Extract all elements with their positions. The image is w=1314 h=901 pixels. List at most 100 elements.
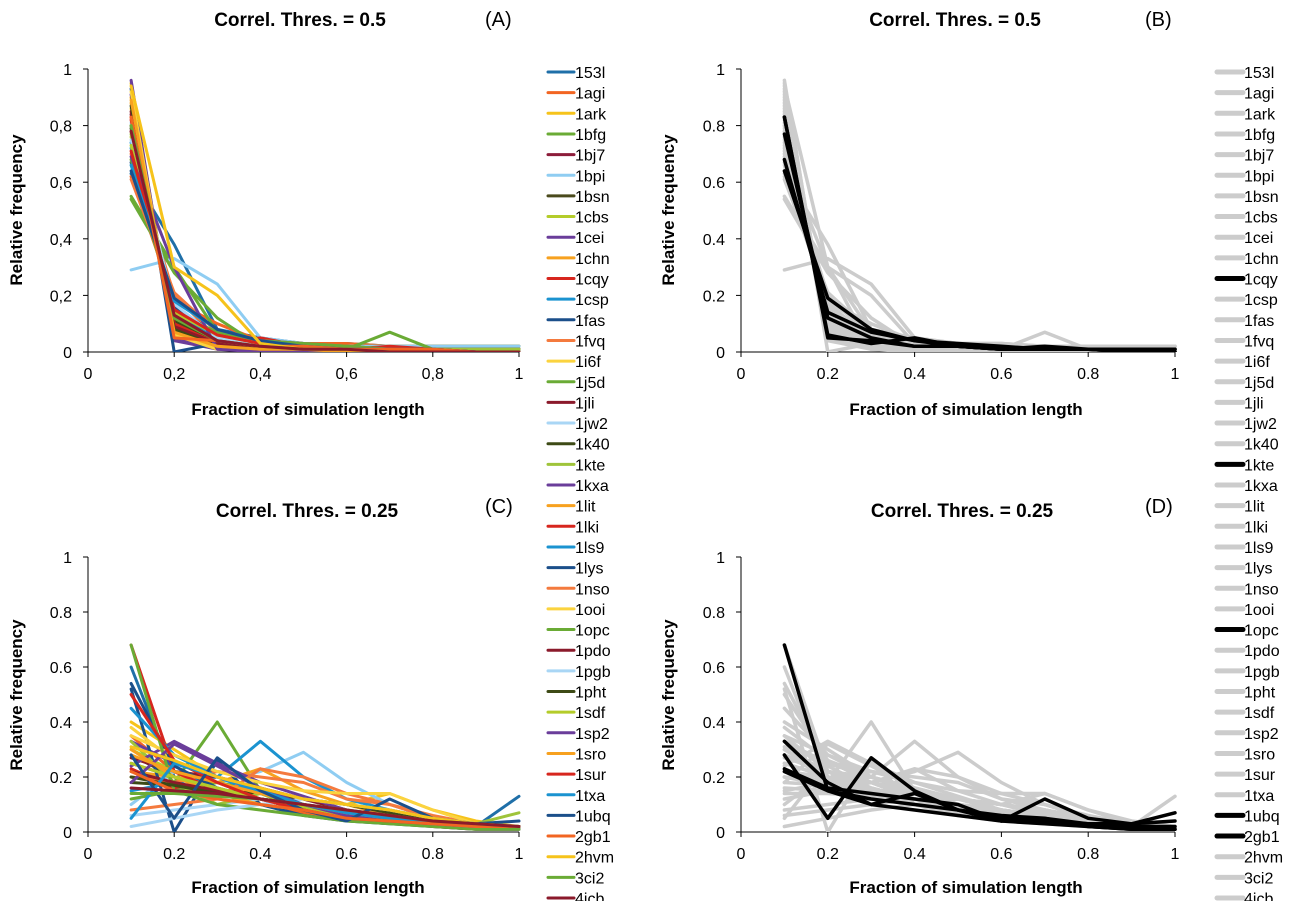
y-tick-label: 0 bbox=[716, 825, 725, 842]
y-tick-label: 0,2 bbox=[50, 288, 72, 305]
panel-label: (D) bbox=[1145, 496, 1173, 518]
legend-entry-1bj7: 1bj7 bbox=[575, 148, 605, 165]
y-axis-label: Relative frequency bbox=[659, 134, 678, 286]
legend-entry-3ci2: 3ci2 bbox=[575, 870, 604, 887]
x-tick-label: 0 bbox=[737, 366, 746, 383]
y-tick-label: 0.8 bbox=[703, 119, 725, 136]
series-line-1ooi bbox=[129, 90, 521, 352]
legend-entry-1lys: 1lys bbox=[575, 561, 603, 578]
legend-entry-1jli: 1jli bbox=[575, 395, 595, 412]
x-tick-label: 0.4 bbox=[903, 846, 925, 863]
legend-entry-1pgb: 1pgb bbox=[575, 664, 611, 681]
panel-label: (A) bbox=[485, 9, 512, 31]
chart-title: Correl. Thres. = 0.5 bbox=[214, 10, 386, 31]
legend-entry-1fvq: 1fvq bbox=[1244, 333, 1274, 350]
legend-entry-1ubq: 1ubq bbox=[1244, 808, 1280, 825]
series-line-1i6f bbox=[129, 107, 521, 351]
legend-entry-2gb1: 2gb1 bbox=[575, 829, 611, 846]
legend-entry-1bpi: 1bpi bbox=[575, 168, 605, 185]
x-tick-label: 0.8 bbox=[422, 846, 444, 863]
legend-entry-4icb: 4icb bbox=[1244, 891, 1273, 901]
legend-entry-153l: 153l bbox=[575, 65, 605, 82]
x-tick-label: 0.6 bbox=[990, 366, 1012, 383]
y-axis-label: Relative frequency bbox=[7, 134, 26, 286]
y-tick-label: 0,4 bbox=[50, 232, 72, 249]
x-tick-label: 1 bbox=[1171, 846, 1180, 863]
x-tick-label: 0 bbox=[84, 846, 93, 863]
legend-entry-1pdo: 1pdo bbox=[575, 643, 611, 660]
x-tick-label: 0.6 bbox=[335, 846, 357, 863]
chart-title: Correl. Thres. = 0.5 bbox=[869, 10, 1041, 31]
x-tick-label: 0.8 bbox=[1077, 846, 1099, 863]
x-tick-label: 0.4 bbox=[249, 846, 271, 863]
series-line-4icb bbox=[129, 786, 521, 828]
legend-entry-1ooi: 1ooi bbox=[575, 602, 605, 619]
legend-entry-1bfg: 1bfg bbox=[575, 127, 606, 144]
legend-entry-1kxa: 1kxa bbox=[1244, 478, 1278, 495]
legend-entry-1kte: 1kte bbox=[1244, 457, 1274, 474]
series-line-1kxa bbox=[782, 92, 1177, 352]
series-line-1sdf bbox=[129, 143, 521, 352]
legend-entry-1jw2: 1jw2 bbox=[1244, 416, 1277, 433]
legend-entry-153l: 153l bbox=[1244, 65, 1274, 82]
legend-entry-1ls9: 1ls9 bbox=[1244, 540, 1273, 557]
legend-entry-1sur: 1sur bbox=[1244, 767, 1276, 784]
y-tick-label: 0.6 bbox=[703, 660, 725, 677]
y-tick-label: 0.8 bbox=[50, 605, 72, 622]
legend-entry-1pht: 1pht bbox=[1244, 685, 1276, 702]
legend-entry-1cei: 1cei bbox=[1244, 230, 1273, 247]
series-line-1ooi bbox=[129, 734, 521, 828]
legend-entry-1cbs: 1cbs bbox=[1244, 210, 1278, 227]
legend-entry-1chn: 1chn bbox=[1244, 251, 1279, 268]
x-tick-label: 0.4 bbox=[903, 366, 925, 383]
legend-entry-4icb: 4icb bbox=[575, 891, 604, 901]
series-line-2gb1 bbox=[782, 769, 1177, 829]
legend-entry-1sur: 1sur bbox=[575, 767, 607, 784]
y-tick-label: 0.4 bbox=[703, 715, 725, 732]
y-tick-label: 0.6 bbox=[703, 175, 725, 192]
y-tick-label: 0.4 bbox=[703, 232, 725, 249]
legend-entry-1jli: 1jli bbox=[1244, 395, 1264, 412]
legend-entry-1ubq: 1ubq bbox=[575, 808, 611, 825]
panel-label: (C) bbox=[485, 496, 513, 518]
legend-entry-1lki: 1lki bbox=[575, 519, 599, 536]
legend-entry-1j5d: 1j5d bbox=[575, 375, 605, 392]
chart-title: Correl. Thres. = 0.25 bbox=[871, 501, 1054, 522]
legend-entry-1csp: 1csp bbox=[1244, 292, 1278, 309]
legend-entry-1lys: 1lys bbox=[1244, 561, 1272, 578]
legend-entry-3ci2: 3ci2 bbox=[1244, 870, 1273, 887]
legend-entry-1csp: 1csp bbox=[575, 292, 609, 309]
legend-entry-1i6f: 1i6f bbox=[575, 354, 601, 371]
series-line-1i6f bbox=[782, 106, 1177, 351]
legend-entry-1jw2: 1jw2 bbox=[575, 416, 608, 433]
panel-label: (B) bbox=[1145, 9, 1172, 31]
legend-entry-1txa: 1txa bbox=[575, 788, 605, 805]
legend-entry-1agi: 1agi bbox=[1244, 86, 1274, 103]
x-axis-label: Fraction of simulation length bbox=[191, 878, 424, 897]
y-axis-label: Relative frequency bbox=[659, 619, 678, 771]
series-line-2gb1 bbox=[782, 115, 1177, 352]
legend-entry-1fvq: 1fvq bbox=[575, 333, 605, 350]
legend-entry-1pdo: 1pdo bbox=[1244, 643, 1280, 660]
legend-entry-1sdf: 1sdf bbox=[575, 705, 606, 722]
series-line-1opc bbox=[129, 643, 521, 831]
legend-entry-2hvm: 2hvm bbox=[575, 850, 614, 867]
series-line-1kxa bbox=[129, 93, 521, 352]
x-tick-label: 0,2 bbox=[163, 366, 185, 383]
legend-entry-1cei: 1cei bbox=[575, 230, 604, 247]
legend-entry-1txa: 1txa bbox=[1244, 788, 1274, 805]
series-line-1sp2 bbox=[782, 154, 1177, 352]
legend-entry-1fas: 1fas bbox=[575, 313, 605, 330]
legend-entry-1ls9: 1ls9 bbox=[575, 540, 604, 557]
legend-entry-1bj7: 1bj7 bbox=[1244, 148, 1274, 165]
y-tick-label: 0 bbox=[63, 825, 72, 842]
series-line-1ooi bbox=[782, 89, 1177, 352]
legend-entry-2gb1: 2gb1 bbox=[1244, 829, 1280, 846]
y-tick-label: 1 bbox=[63, 550, 72, 567]
y-tick-label: 1 bbox=[716, 550, 725, 567]
legend-entry-1opc: 1opc bbox=[1244, 623, 1279, 640]
x-tick-label: 0 bbox=[737, 846, 746, 863]
legend-entry-1ark: 1ark bbox=[575, 106, 607, 123]
y-tick-label: 0 bbox=[63, 345, 72, 362]
legend-entry-1cqy: 1cqy bbox=[1244, 272, 1278, 289]
